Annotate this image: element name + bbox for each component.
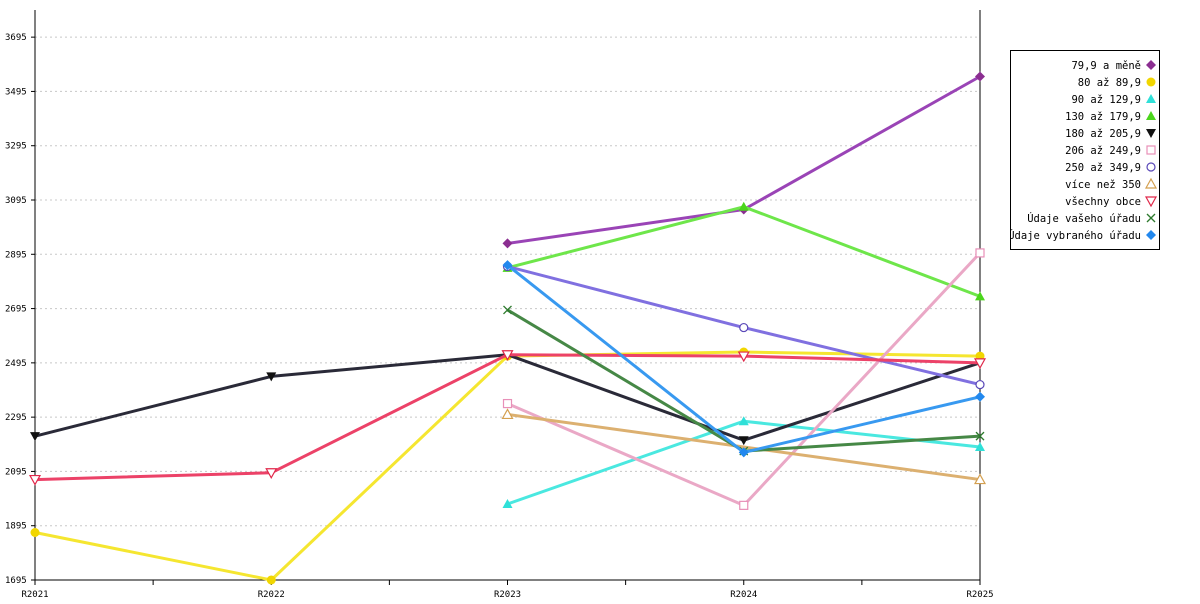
series-5-line	[34, 353, 981, 442]
legend-marker	[1144, 177, 1158, 189]
series-3-point	[502, 499, 513, 508]
y-tick-label: 2695	[5, 305, 27, 315]
y-tick-label: 2095	[5, 467, 27, 477]
y-tick-label: 3295	[5, 142, 27, 152]
series-11-point	[502, 260, 513, 271]
legend-marker	[1146, 60, 1156, 70]
series-6-point	[502, 398, 513, 409]
series-1-point	[502, 238, 513, 249]
series-10-point	[503, 305, 512, 315]
y-tick-label: 1695	[5, 576, 27, 586]
legend-label: Údaje vašeho úřadu	[1027, 212, 1141, 225]
series-11-point	[975, 391, 985, 402]
legend-label: 90 až 129,9	[1071, 94, 1141, 106]
series-5-point	[738, 436, 749, 446]
x-tick-label: R2025	[966, 590, 993, 600]
series-7-point	[975, 379, 985, 390]
series-11-point	[738, 447, 749, 458]
series-5-point	[30, 432, 40, 442]
y-tick-label: 2895	[5, 250, 27, 260]
legend-marker	[1146, 145, 1156, 155]
legend-label: 250 až 349,9	[1065, 162, 1141, 174]
series-9-point	[501, 350, 514, 361]
legend-label: 130 až 179,9	[1065, 111, 1141, 123]
legend-label: Údaje vybraného úřadu	[1011, 229, 1141, 242]
y-tick-label: 2295	[5, 413, 27, 423]
x-tick-label: R2021	[21, 590, 48, 600]
legend-marker	[1146, 129, 1156, 138]
legend-marker	[1146, 94, 1156, 103]
legend-marker	[1146, 230, 1156, 240]
legend-marker	[1146, 213, 1156, 223]
series-6-point	[975, 248, 985, 258]
series-9-point	[28, 474, 42, 486]
legend-label: 79,9 a měně	[1071, 60, 1141, 72]
series-5-point	[266, 372, 277, 382]
series-1-point	[975, 71, 985, 82]
series-9-point	[973, 358, 987, 370]
y-tick-label: 3095	[5, 196, 27, 206]
legend-canvas: 79,9 a měně 80 až 89,9 90 až 129,9 130 až 1…	[1008, 60, 1158, 242]
series-9-point	[737, 351, 750, 363]
series-9-point	[265, 468, 278, 480]
legend-label: všechny obce	[1065, 196, 1141, 208]
x-tick-label: R2022	[258, 590, 285, 600]
series-2-line	[34, 350, 981, 582]
series-3-point	[975, 442, 985, 451]
legend-marker	[1146, 162, 1156, 172]
series-2-point	[266, 575, 276, 585]
series-8-point	[973, 473, 987, 485]
series-10-point	[975, 431, 985, 441]
series-4-point	[738, 201, 749, 211]
series-1-line	[507, 75, 981, 245]
legend-label: 80 až 89,9	[1078, 77, 1141, 89]
legend-label: 206 až 249,9	[1065, 145, 1141, 157]
legend-marker	[1144, 196, 1158, 208]
y-tick-label: 3495	[5, 87, 27, 97]
y-tick-label: 2495	[5, 359, 27, 369]
series-7-point	[739, 322, 749, 333]
series-3-point	[738, 416, 749, 426]
x-tick-label: R2023	[494, 590, 521, 600]
legend-marker	[1146, 111, 1156, 120]
y-tick-label: 1895	[5, 522, 27, 532]
series-2-point	[30, 528, 40, 537]
series-4-line	[507, 205, 981, 298]
legend-marker	[1146, 77, 1156, 87]
x-tick-label: R2024	[730, 590, 757, 600]
series-4-point	[975, 291, 985, 301]
series-8-point	[501, 408, 514, 420]
y-tick-label: 3695	[5, 33, 27, 43]
series-6-point	[739, 500, 749, 510]
series-8-line	[507, 412, 981, 482]
legend-label: 180 až 205,9	[1065, 128, 1141, 140]
legend-label: více než 350	[1065, 179, 1141, 191]
legend: 79,9 a měně 80 až 89,9 90 až 129,9 130 až 1…	[1008, 50, 1160, 250]
